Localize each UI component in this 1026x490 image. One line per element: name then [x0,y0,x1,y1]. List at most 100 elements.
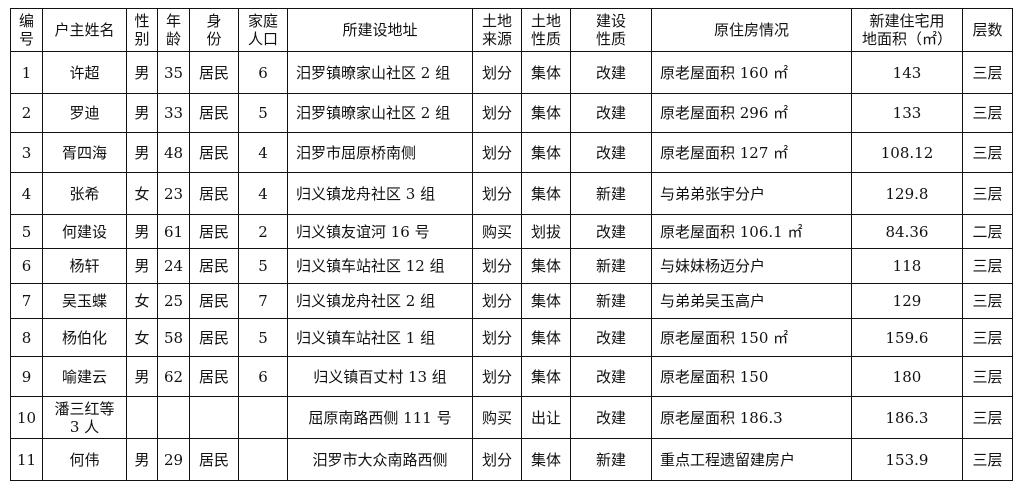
header-original-housing: 原住房情况 [651,8,852,52]
cell-household-size: 5 [238,318,288,357]
table-row: 2 罗迪男 33 居民 5 汨罗镇暸家山社区 2 组划分 集体 改建 原老屋面积 296 ㎡ 13… [10,93,1013,133]
cell-floors: 三层 [962,318,1013,357]
table-row: 9 喻建云男 62 居民 6 归义镇百丈村 13 组划分 集体 改建 原老屋面积 150 180 三… [10,356,1013,397]
cell-age: 25 [157,283,190,319]
cell-new-area: 133 [851,93,963,133]
cell-floors: 三层 [962,51,1013,94]
cell-land-source: 划分 [472,356,522,397]
header-identity: 身 份 [189,8,239,52]
cell-gender: 男 [126,51,158,94]
cell-build-type: 改建 [570,132,652,173]
cell-build-type: 改建 [570,318,652,357]
cell-original-housing: 原老屋面积 186.3 [651,396,852,439]
table-row: 5 何建设男 61 居民 2 归义镇友谊河 16 号购买 划拔 改建 原老屋面积 106.1 ㎡… [10,214,1013,249]
cell-identity: 居民 [189,283,239,319]
cell-land-source: 划分 [472,248,522,284]
header-age: 年 龄 [157,8,190,52]
cell-owner-name: 罗迪 [42,93,127,133]
cell-household-size [238,396,288,439]
cell-build-address: 屈原南路西侧 111 号 [287,396,473,439]
cell-land-nature: 集体 [521,438,571,481]
cell-land-source: 划分 [472,172,522,215]
cell-household-size: 6 [238,356,288,397]
cell-owner-name: 潘三红等 3 人 [42,396,127,439]
header-build-type: 建设 性质 [570,8,652,52]
cell-land-source: 划分 [472,51,522,94]
cell-household-size: 7 [238,283,288,319]
cell-floors: 三层 [962,283,1013,319]
cell-new-area: 186.3 [851,396,963,439]
cell-floors: 三层 [962,248,1013,284]
cell-build-type: 新建 [570,248,652,284]
cell-id: 8 [10,318,43,357]
cell-id: 5 [10,214,43,249]
cell-household-size: 4 [238,172,288,215]
table-row: 1 许超男 35 居民 6 汨罗镇暸家山社区 2 组划分 集体 改建 原老屋面积 160 ㎡ 14… [10,51,1013,94]
cell-household-size: 5 [238,248,288,284]
cell-floors: 三层 [962,93,1013,133]
cell-id: 1 [10,51,43,94]
cell-identity: 居民 [189,214,239,249]
cell-household-size: 4 [238,132,288,173]
cell-gender: 男 [126,356,158,397]
cell-gender: 女 [126,172,158,215]
cell-gender: 男 [126,93,158,133]
cell-age: 58 [157,318,190,357]
cell-id: 10 [10,396,43,439]
header-land-source: 土地 来源 [472,8,522,52]
cell-build-address: 归义镇友谊河 16 号 [287,214,473,249]
cell-build-address: 归义镇百丈村 13 组 [287,356,473,397]
cell-build-type: 改建 [570,356,652,397]
cell-new-area: 159.6 [851,318,963,357]
cell-new-area: 129 [851,283,963,319]
cell-age: 23 [157,172,190,215]
cell-build-type: 改建 [570,396,652,439]
cell-original-housing: 原老屋面积 160 ㎡ [651,51,852,94]
cell-land-source: 划分 [472,318,522,357]
cell-land-nature: 集体 [521,283,571,319]
cell-identity: 居民 [189,356,239,397]
cell-land-source: 划分 [472,93,522,133]
table-row: 6 杨轩男 24 居民 5 归义镇车站社区 12 组划分 集体 新建 与妹妹杨迈分户 118 三层 [10,248,1013,284]
cell-household-size: 2 [238,214,288,249]
cell-household-size [238,438,288,481]
cell-identity: 居民 [189,248,239,284]
cell-age: 35 [157,51,190,94]
cell-original-housing: 原老屋面积 150 ㎡ [651,318,852,357]
cell-land-nature: 集体 [521,318,571,357]
cell-floors: 二层 [962,214,1013,249]
cell-land-source: 划分 [472,132,522,173]
cell-build-address: 归义镇车站社区 12 组 [287,248,473,284]
cell-identity: 居民 [189,93,239,133]
cell-owner-name: 胥四海 [42,132,127,173]
cell-owner-name: 张希 [42,172,127,215]
cell-original-housing: 原老屋面积 127 ㎡ [651,132,852,173]
cell-build-address: 归义镇龙舟社区 2 组 [287,283,473,319]
cell-original-housing: 与弟弟张宇分户 [651,172,852,215]
cell-age: 62 [157,356,190,397]
cell-build-address: 汨罗市大众南路西侧 [287,438,473,481]
cell-id: 6 [10,248,43,284]
cell-id: 9 [10,356,43,397]
cell-new-area: 153.9 [851,438,963,481]
cell-build-type: 改建 [570,93,652,133]
cell-age: 29 [157,438,190,481]
cell-age: 61 [157,214,190,249]
cell-age [157,396,190,439]
cell-gender: 男 [126,248,158,284]
cell-build-type: 新建 [570,283,652,319]
cell-build-address: 归义镇车站社区 1 组 [287,318,473,357]
cell-id: 11 [10,438,43,481]
cell-owner-name: 许超 [42,51,127,94]
table-row: 10 潘三红等 3 人 屈原南路西侧 111 号购买 出让 改建 原老屋面积 186.3 1… [10,396,1013,439]
cell-land-source: 划分 [472,283,522,319]
header-household-size: 家庭 人口 [238,8,288,52]
cell-new-area: 84.36 [851,214,963,249]
table-row: 11 何伟男 29 居民 汨罗市大众南路西侧 划分 集体 新建 重点工程遗留建房户 153.9 三层 [10,438,1013,481]
cell-original-housing: 与弟弟吴玉高户 [651,283,852,319]
header-gender: 性 别 [126,8,158,52]
cell-build-type: 新建 [570,438,652,481]
cell-original-housing: 重点工程遗留建房户 [651,438,852,481]
cell-land-nature: 集体 [521,132,571,173]
cell-land-source: 购买 [472,396,522,439]
